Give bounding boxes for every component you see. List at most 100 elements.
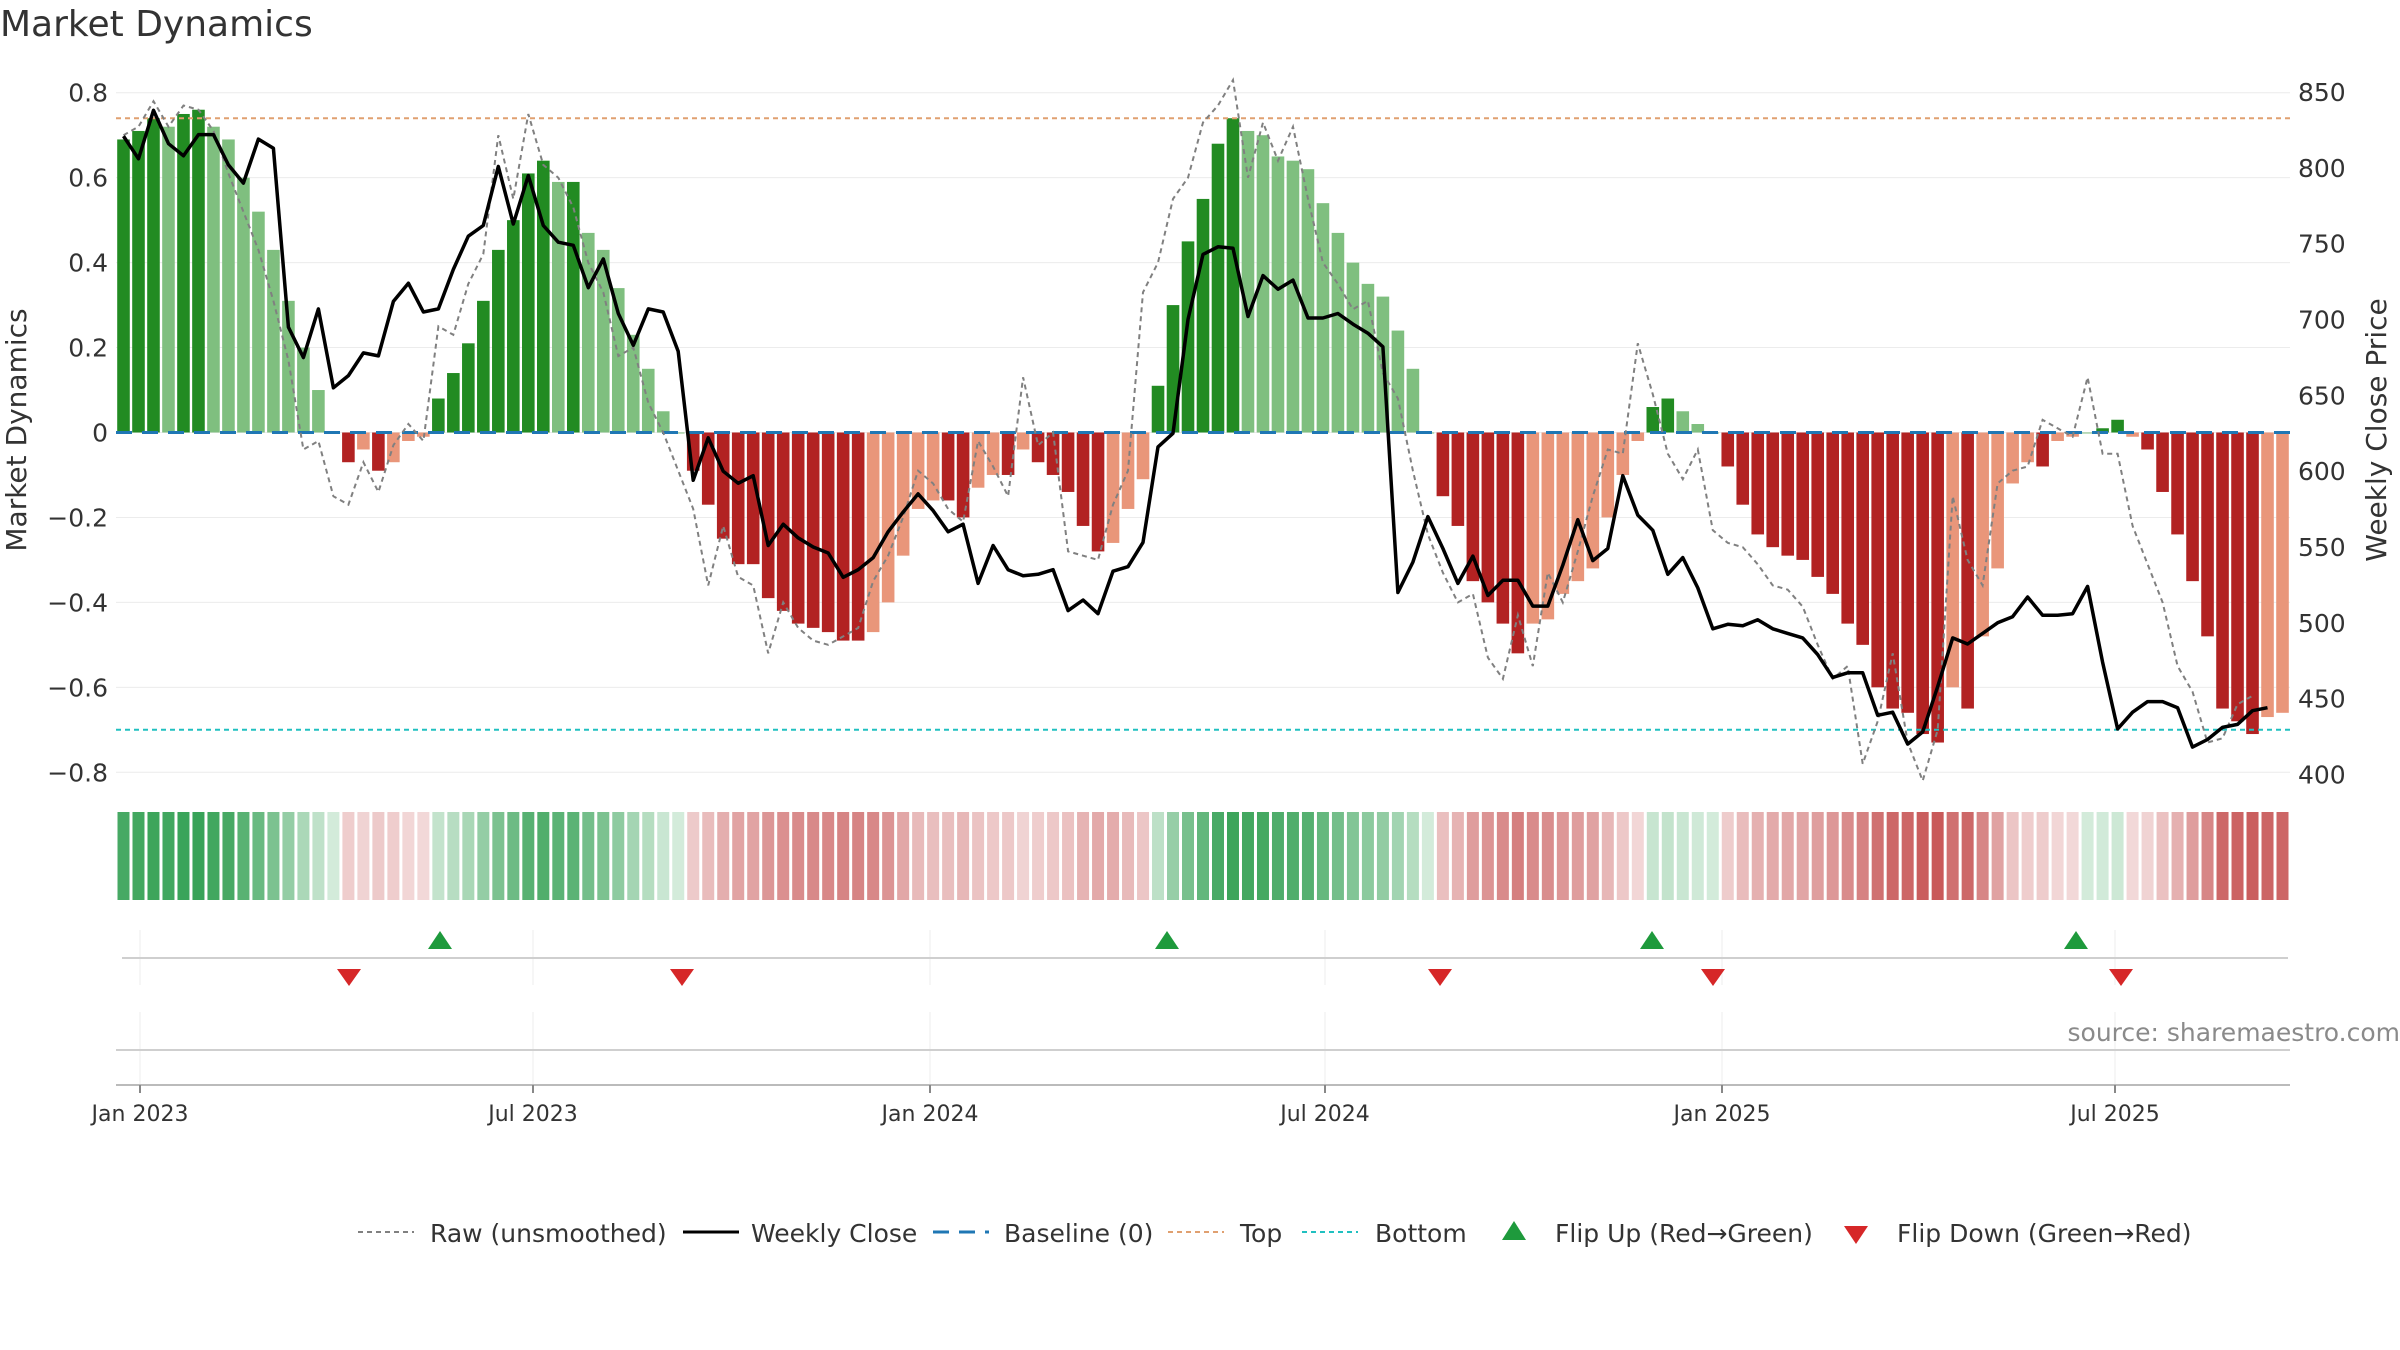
- heat-cell: [582, 812, 595, 900]
- heat-cell: [1631, 812, 1644, 900]
- flip-up-marker-icon: [1640, 931, 1664, 949]
- heat-cell: [2141, 812, 2154, 900]
- dynamics-bar: [207, 126, 220, 433]
- heat-cell: [612, 812, 625, 900]
- heat-cell: [1691, 812, 1704, 900]
- heat-cell: [1706, 812, 1719, 900]
- dynamics-bar: [492, 249, 505, 433]
- flip-markers: [116, 930, 2290, 1085]
- dynamics-bar: [1916, 432, 1929, 735]
- y-tick-label: −0.4: [47, 588, 108, 617]
- weekly-close-line: [122, 108, 2268, 749]
- flip-up-marker-icon: [428, 931, 452, 949]
- dynamics-bar: [402, 432, 415, 441]
- dynamics-bar: [1346, 262, 1360, 433]
- y2-tick-label: 800: [2298, 154, 2346, 183]
- dynamics-bar: [222, 139, 235, 433]
- heat-cell: [1796, 812, 1809, 900]
- dynamics-bar: [1211, 143, 1225, 433]
- heat-cell: [1436, 812, 1449, 900]
- heat-cell: [522, 812, 535, 900]
- dynamics-bar: [477, 300, 490, 433]
- dynamics-bar: [806, 432, 820, 628]
- heat-cell: [2246, 812, 2259, 900]
- legend-flip-down-icon: [1844, 1226, 1868, 1244]
- dynamics-bar: [177, 113, 190, 433]
- dynamics-bar: [252, 211, 265, 433]
- heat-cell: [1916, 812, 1929, 900]
- y2-tick-label: 750: [2298, 230, 2346, 259]
- y2-tick-label: 500: [2298, 609, 2346, 638]
- dynamics-bar: [342, 432, 355, 463]
- heat-cell: [1167, 812, 1180, 900]
- y-tick-label: −0.8: [47, 758, 108, 787]
- heat-cell: [2081, 812, 2094, 900]
- heat-cell: [1316, 812, 1329, 900]
- heat-cell: [147, 812, 160, 900]
- heat-cell: [1406, 812, 1419, 900]
- dynamics-bar: [1781, 432, 1795, 556]
- heat-cell: [1811, 812, 1824, 900]
- dynamics-bar: [507, 220, 520, 433]
- heat-cell: [852, 812, 865, 900]
- legend-flip-down-label: Flip Down (Green→Red): [1897, 1219, 2192, 1248]
- legend-close-label: Weekly Close: [751, 1219, 917, 1248]
- dynamics-bar: [1631, 432, 1645, 441]
- dynamics-bar: [192, 109, 205, 433]
- heat-cell: [447, 812, 460, 900]
- dynamics-bar: [746, 432, 760, 565]
- dynamics-bar: [132, 130, 145, 433]
- heat-cell: [357, 812, 370, 900]
- dynamics-bar: [1091, 432, 1105, 552]
- heat-cell: [1211, 812, 1224, 900]
- heat-cell: [1092, 812, 1105, 900]
- heat-cell: [2156, 812, 2169, 900]
- dynamics-bar: [956, 432, 970, 518]
- heat-cell: [312, 812, 325, 900]
- dynamics-bar: [1871, 432, 1884, 688]
- dynamics-bar: [1796, 432, 1810, 560]
- y2-tick-label: 650: [2298, 381, 2346, 410]
- heat-cell: [1601, 812, 1614, 900]
- x-tick-label: Jan 2023: [90, 1102, 189, 1127]
- heat-cell: [1931, 812, 1944, 900]
- dynamics-bar: [1466, 432, 1480, 582]
- heat-cell: [1886, 812, 1899, 900]
- dynamics-bar: [1826, 432, 1840, 594]
- heat-cell: [2096, 812, 2109, 900]
- heat-cell: [1002, 812, 1015, 900]
- heat-cell: [192, 812, 205, 900]
- dynamics-bar: [596, 249, 610, 433]
- heat-cell: [1032, 812, 1045, 900]
- y2-tick-label: 850: [2298, 78, 2346, 107]
- heat-cell: [822, 812, 835, 900]
- heat-cell: [1256, 812, 1269, 900]
- heat-cell: [267, 812, 280, 900]
- heat-cell: [507, 812, 520, 900]
- dynamics-bar: [2081, 432, 2094, 434]
- dynamics-bar: [147, 118, 160, 433]
- dynamics-bar: [2171, 432, 2184, 535]
- dynamics-bar: [1541, 432, 1555, 620]
- heat-cell: [1481, 812, 1494, 900]
- dynamics-bar: [1571, 432, 1585, 582]
- heat-cell: [747, 812, 760, 900]
- dynamics-bar: [1691, 424, 1705, 433]
- dynamics-bar: [1331, 232, 1345, 433]
- flip-up-marker-icon: [2064, 931, 2088, 949]
- dynamics-bar: [522, 173, 535, 433]
- y2-tick-label: 600: [2298, 457, 2346, 486]
- dynamics-bar: [1406, 368, 1420, 433]
- dynamics-bar: [1286, 160, 1300, 433]
- dynamics-bar: [2246, 432, 2259, 735]
- dynamics-bar: [357, 432, 370, 450]
- heat-cell: [2201, 812, 2214, 900]
- heat-cell: [912, 812, 925, 900]
- y-axis-label: Market Dynamics: [0, 308, 33, 551]
- heat-cell: [687, 812, 700, 900]
- heat-cell: [1736, 812, 1749, 900]
- heat-cell: [927, 812, 940, 900]
- heat-cell: [1376, 812, 1389, 900]
- legend-top-label: Top: [1239, 1219, 1282, 1248]
- dynamics-bar: [1151, 385, 1165, 433]
